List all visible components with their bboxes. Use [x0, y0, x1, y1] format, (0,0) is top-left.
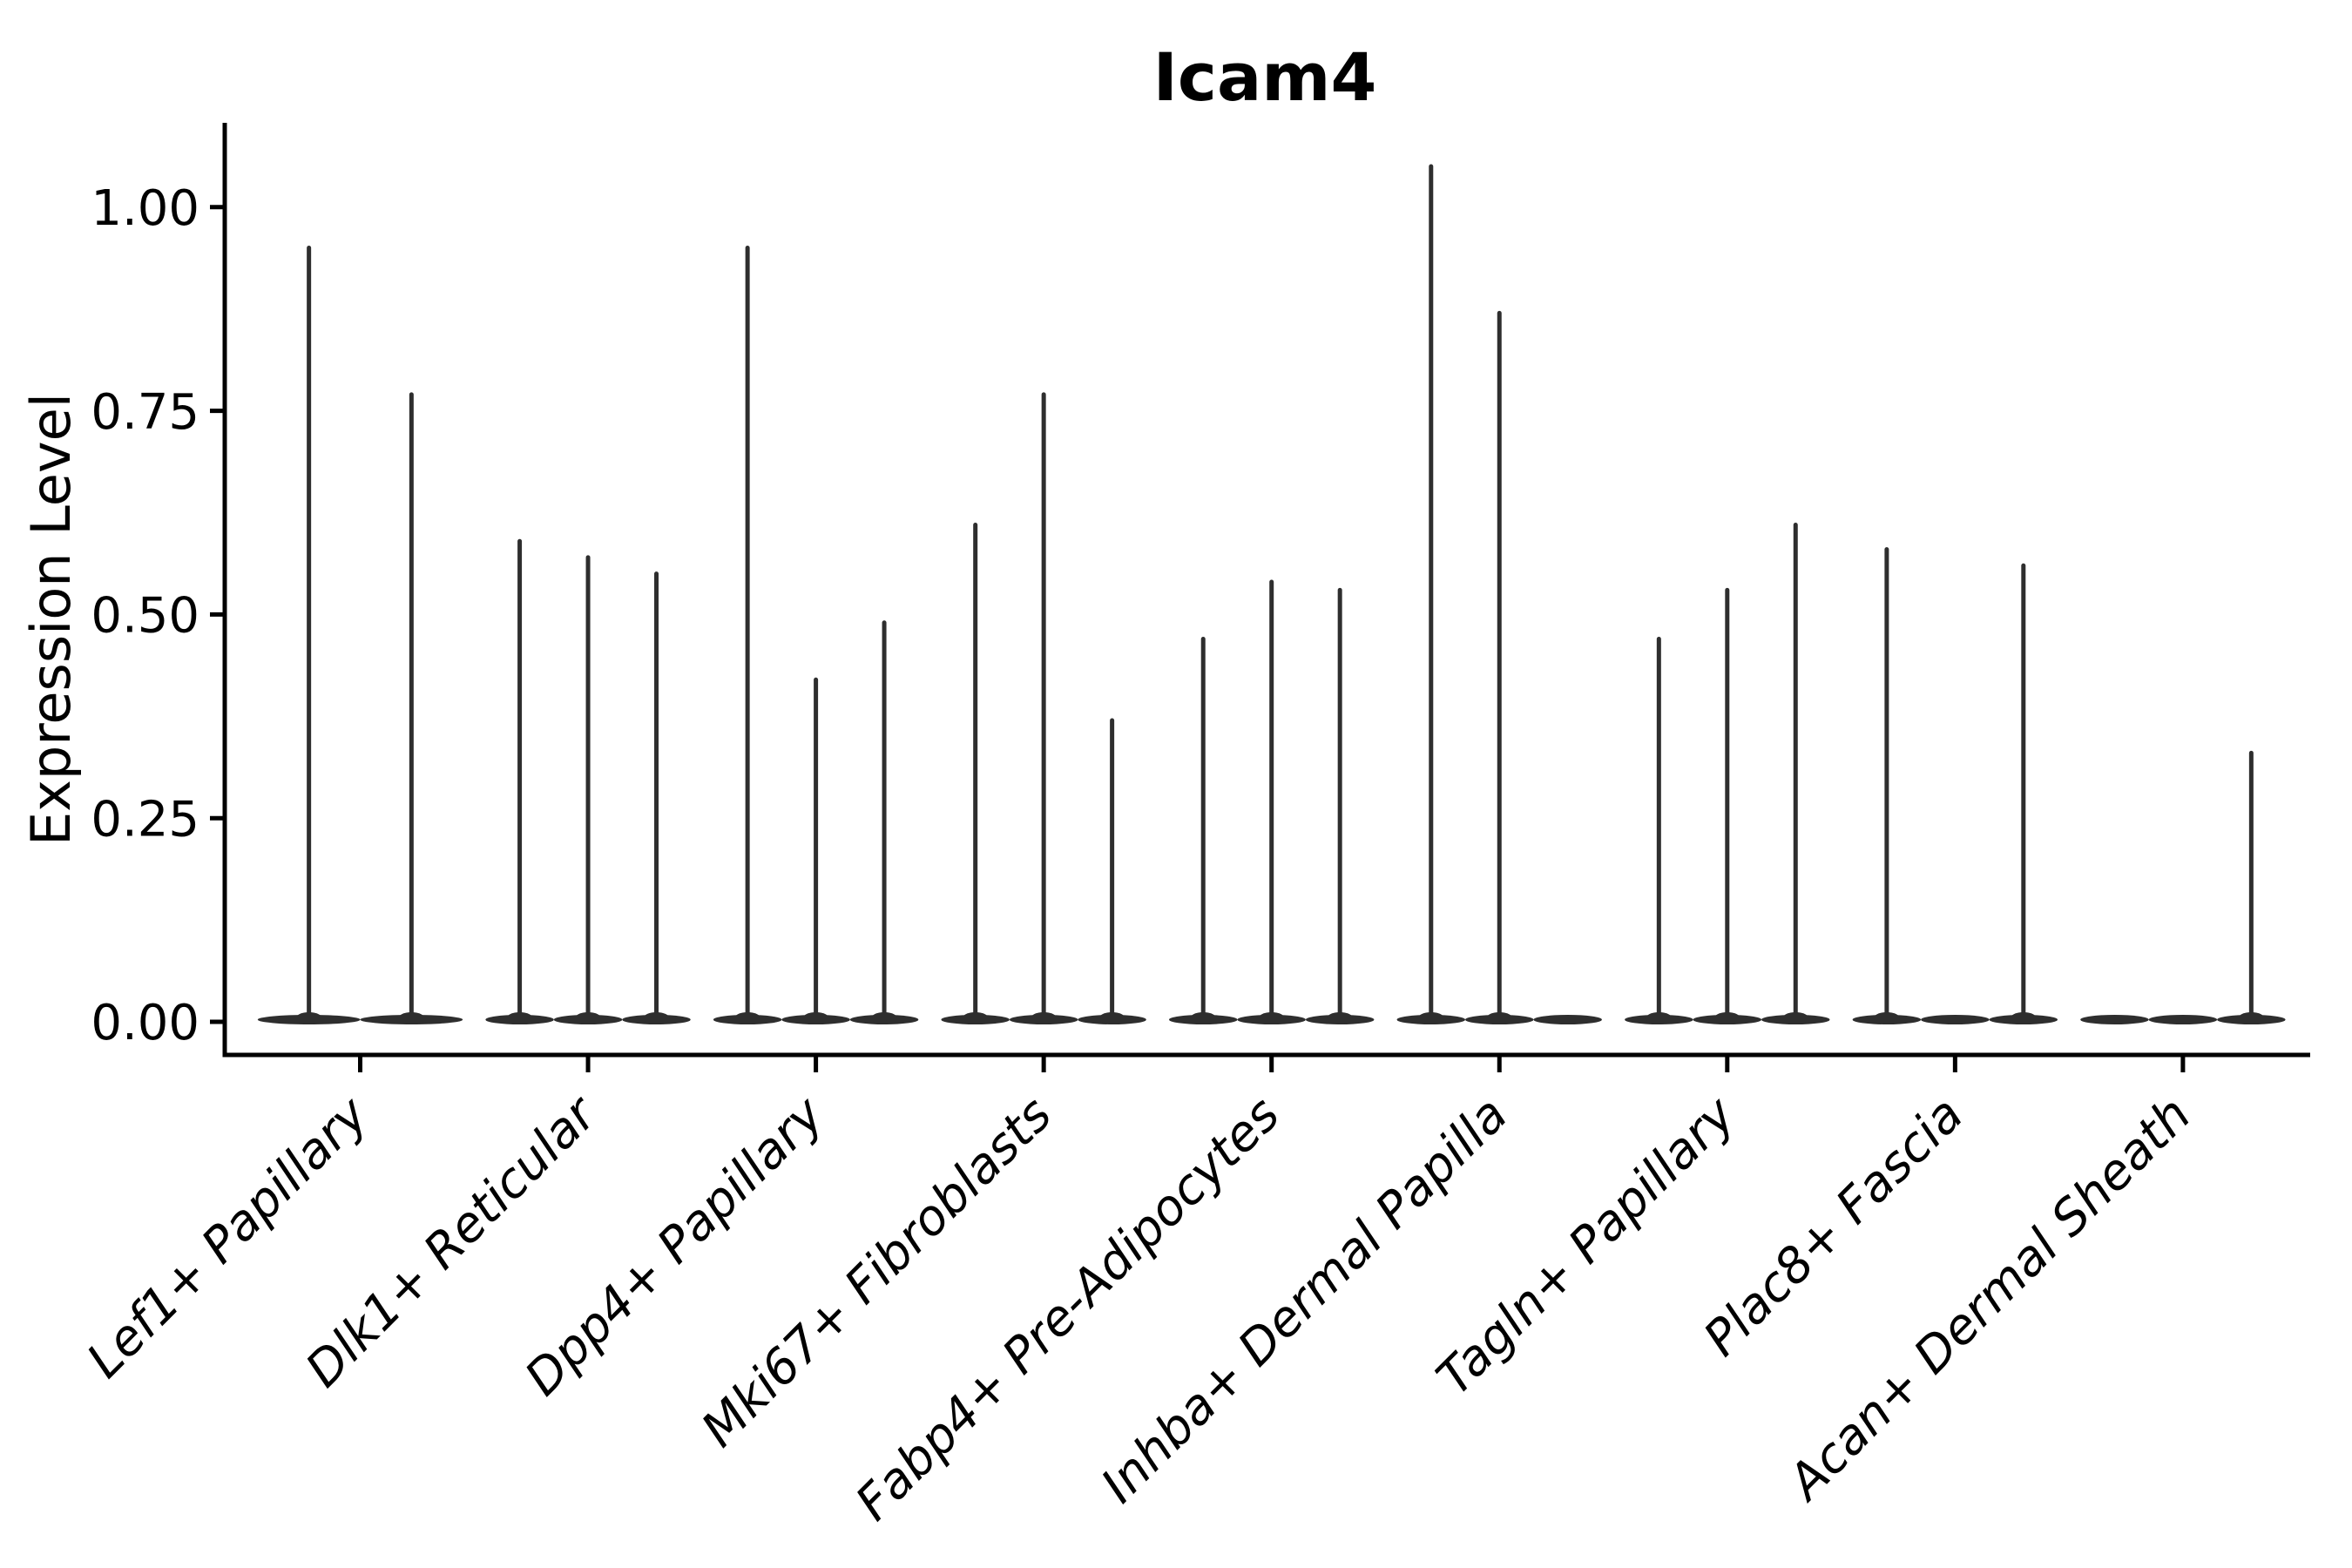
violin-base — [2148, 1015, 2218, 1024]
axes — [222, 123, 2310, 1058]
x-tick-label: Inhba+ Dermal Papilla — [1091, 1086, 1518, 1514]
violin-group — [257, 246, 463, 1024]
y-axis-ticks: 0.00 0.25 0.50 0.75 1.00 — [91, 180, 225, 1051]
x-tick-label: Fabp4+ Pre-Adipocytes — [845, 1086, 1290, 1531]
violin-group — [941, 392, 1146, 1024]
violin-group — [713, 246, 919, 1024]
violin-base — [1921, 1015, 1990, 1024]
y-tick-label: 0.75 — [91, 384, 199, 441]
y-tick-label: 0.50 — [91, 588, 199, 645]
violin-group — [1396, 164, 1602, 1024]
x-tick-label: Acan+ Dermal Sheath — [1776, 1086, 2202, 1512]
violin-group — [1169, 579, 1375, 1024]
chart-title: Icam4 — [1153, 38, 1377, 116]
y-tick-label: 1.00 — [91, 180, 199, 237]
violin-base — [1533, 1015, 1602, 1024]
violin-group — [485, 538, 691, 1024]
violin-base — [2080, 1015, 2149, 1024]
y-tick-label: 0.25 — [91, 791, 199, 848]
y-axis-label: Expression Level — [19, 393, 83, 846]
violins — [257, 164, 2286, 1024]
violin-group — [1852, 547, 2058, 1024]
violin-group — [1625, 523, 1830, 1024]
y-tick-label: 0.00 — [91, 995, 199, 1051]
violin-group — [2080, 750, 2286, 1024]
